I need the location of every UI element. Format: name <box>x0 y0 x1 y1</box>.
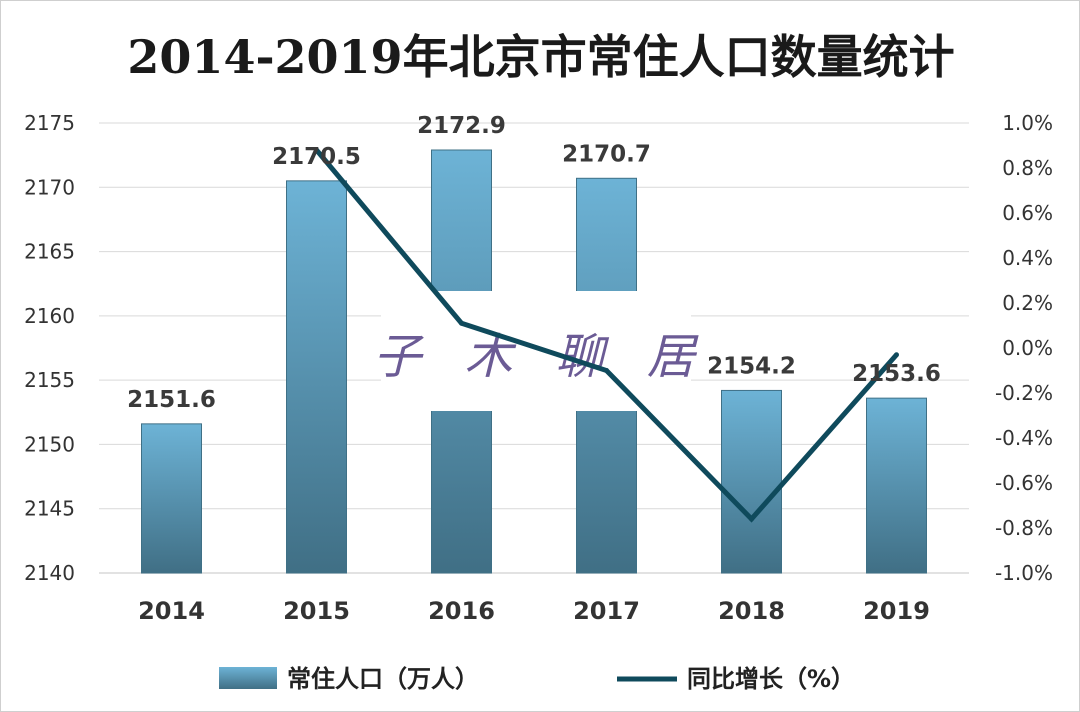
x-tick-label: 2016 <box>428 597 495 625</box>
x-tick-label: 2017 <box>573 597 640 625</box>
x-axis: 2014 2015 2016 2017 2018 2019 <box>138 597 930 625</box>
y-right-tick-label: 0.6% <box>1002 201 1053 225</box>
line-point <box>894 352 899 358</box>
legend-line-label: 同比增长（%） <box>687 665 855 693</box>
x-tick-label: 2019 <box>863 597 930 625</box>
y-left-tick-label: 2170 <box>24 175 75 199</box>
line-series <box>314 147 899 523</box>
x-tick-label: 2018 <box>718 597 785 625</box>
y-left-tick-label: 2155 <box>24 368 75 392</box>
data-labels: 2151.6 2170.5 2172.9 2170.7 2154.2 2153.6 <box>127 113 941 413</box>
y-axis-right: 1.0% 0.8% 0.6% 0.4% 0.2% 0.0% -0.2% -0.4% -0.6% -… <box>995 111 1053 585</box>
line-point <box>314 147 319 153</box>
x-tick-label: 2015 <box>283 597 350 625</box>
y-right-tick-label: 1.0% <box>1002 111 1053 135</box>
y-right-tick-label: 0.2% <box>1002 291 1053 315</box>
chart-title: 2014-2019年北京市常住人口数量统计 <box>127 30 954 84</box>
legend-bar-label: 常住人口（万人） <box>287 665 479 693</box>
line-point <box>604 368 609 373</box>
y-right-tick-label: -0.6% <box>995 471 1053 495</box>
watermark-text: 子 木 聊 居 <box>373 329 709 385</box>
bar <box>721 389 782 574</box>
y-left-tick-label: 2165 <box>24 240 75 264</box>
bar <box>866 397 927 574</box>
data-label: 2172.9 <box>417 113 506 139</box>
y-right-tick-label: 0.8% <box>1002 156 1053 180</box>
watermark: 子 木 聊 居 <box>373 291 709 411</box>
y-left-tick-label: 2175 <box>24 111 75 135</box>
data-label: 2170.5 <box>272 144 361 170</box>
data-label: 2154.2 <box>707 353 796 379</box>
data-label: 2153.6 <box>852 361 941 387</box>
bar <box>141 423 202 574</box>
x-tick-label: 2014 <box>138 597 205 625</box>
watermark-background <box>381 291 691 411</box>
y-right-tick-label: -1.0% <box>995 561 1053 585</box>
bar <box>286 180 347 574</box>
y-right-tick-label: -0.2% <box>995 381 1053 405</box>
line-point <box>749 516 754 522</box>
y-right-tick-label: 0.0% <box>1002 336 1053 360</box>
y-left-tick-label: 2160 <box>24 304 75 328</box>
y-left-tick-label: 2140 <box>24 561 75 585</box>
y-left-tick-label: 2150 <box>24 432 75 456</box>
y-right-tick-label: -0.8% <box>995 516 1053 540</box>
legend: 常住人口（万人） 同比增长（%） <box>219 665 855 693</box>
y-right-tick-label: -0.4% <box>995 426 1053 450</box>
legend-bar-swatch <box>219 667 277 689</box>
data-label: 2170.7 <box>562 141 651 167</box>
y-left-tick-label: 2145 <box>24 497 75 521</box>
data-label: 2151.6 <box>127 387 216 413</box>
y-right-tick-label: 0.4% <box>1002 246 1053 270</box>
line-point <box>459 320 464 326</box>
y-axis-left: 2175 2170 2165 2160 2155 2150 2145 2140 <box>24 111 75 585</box>
